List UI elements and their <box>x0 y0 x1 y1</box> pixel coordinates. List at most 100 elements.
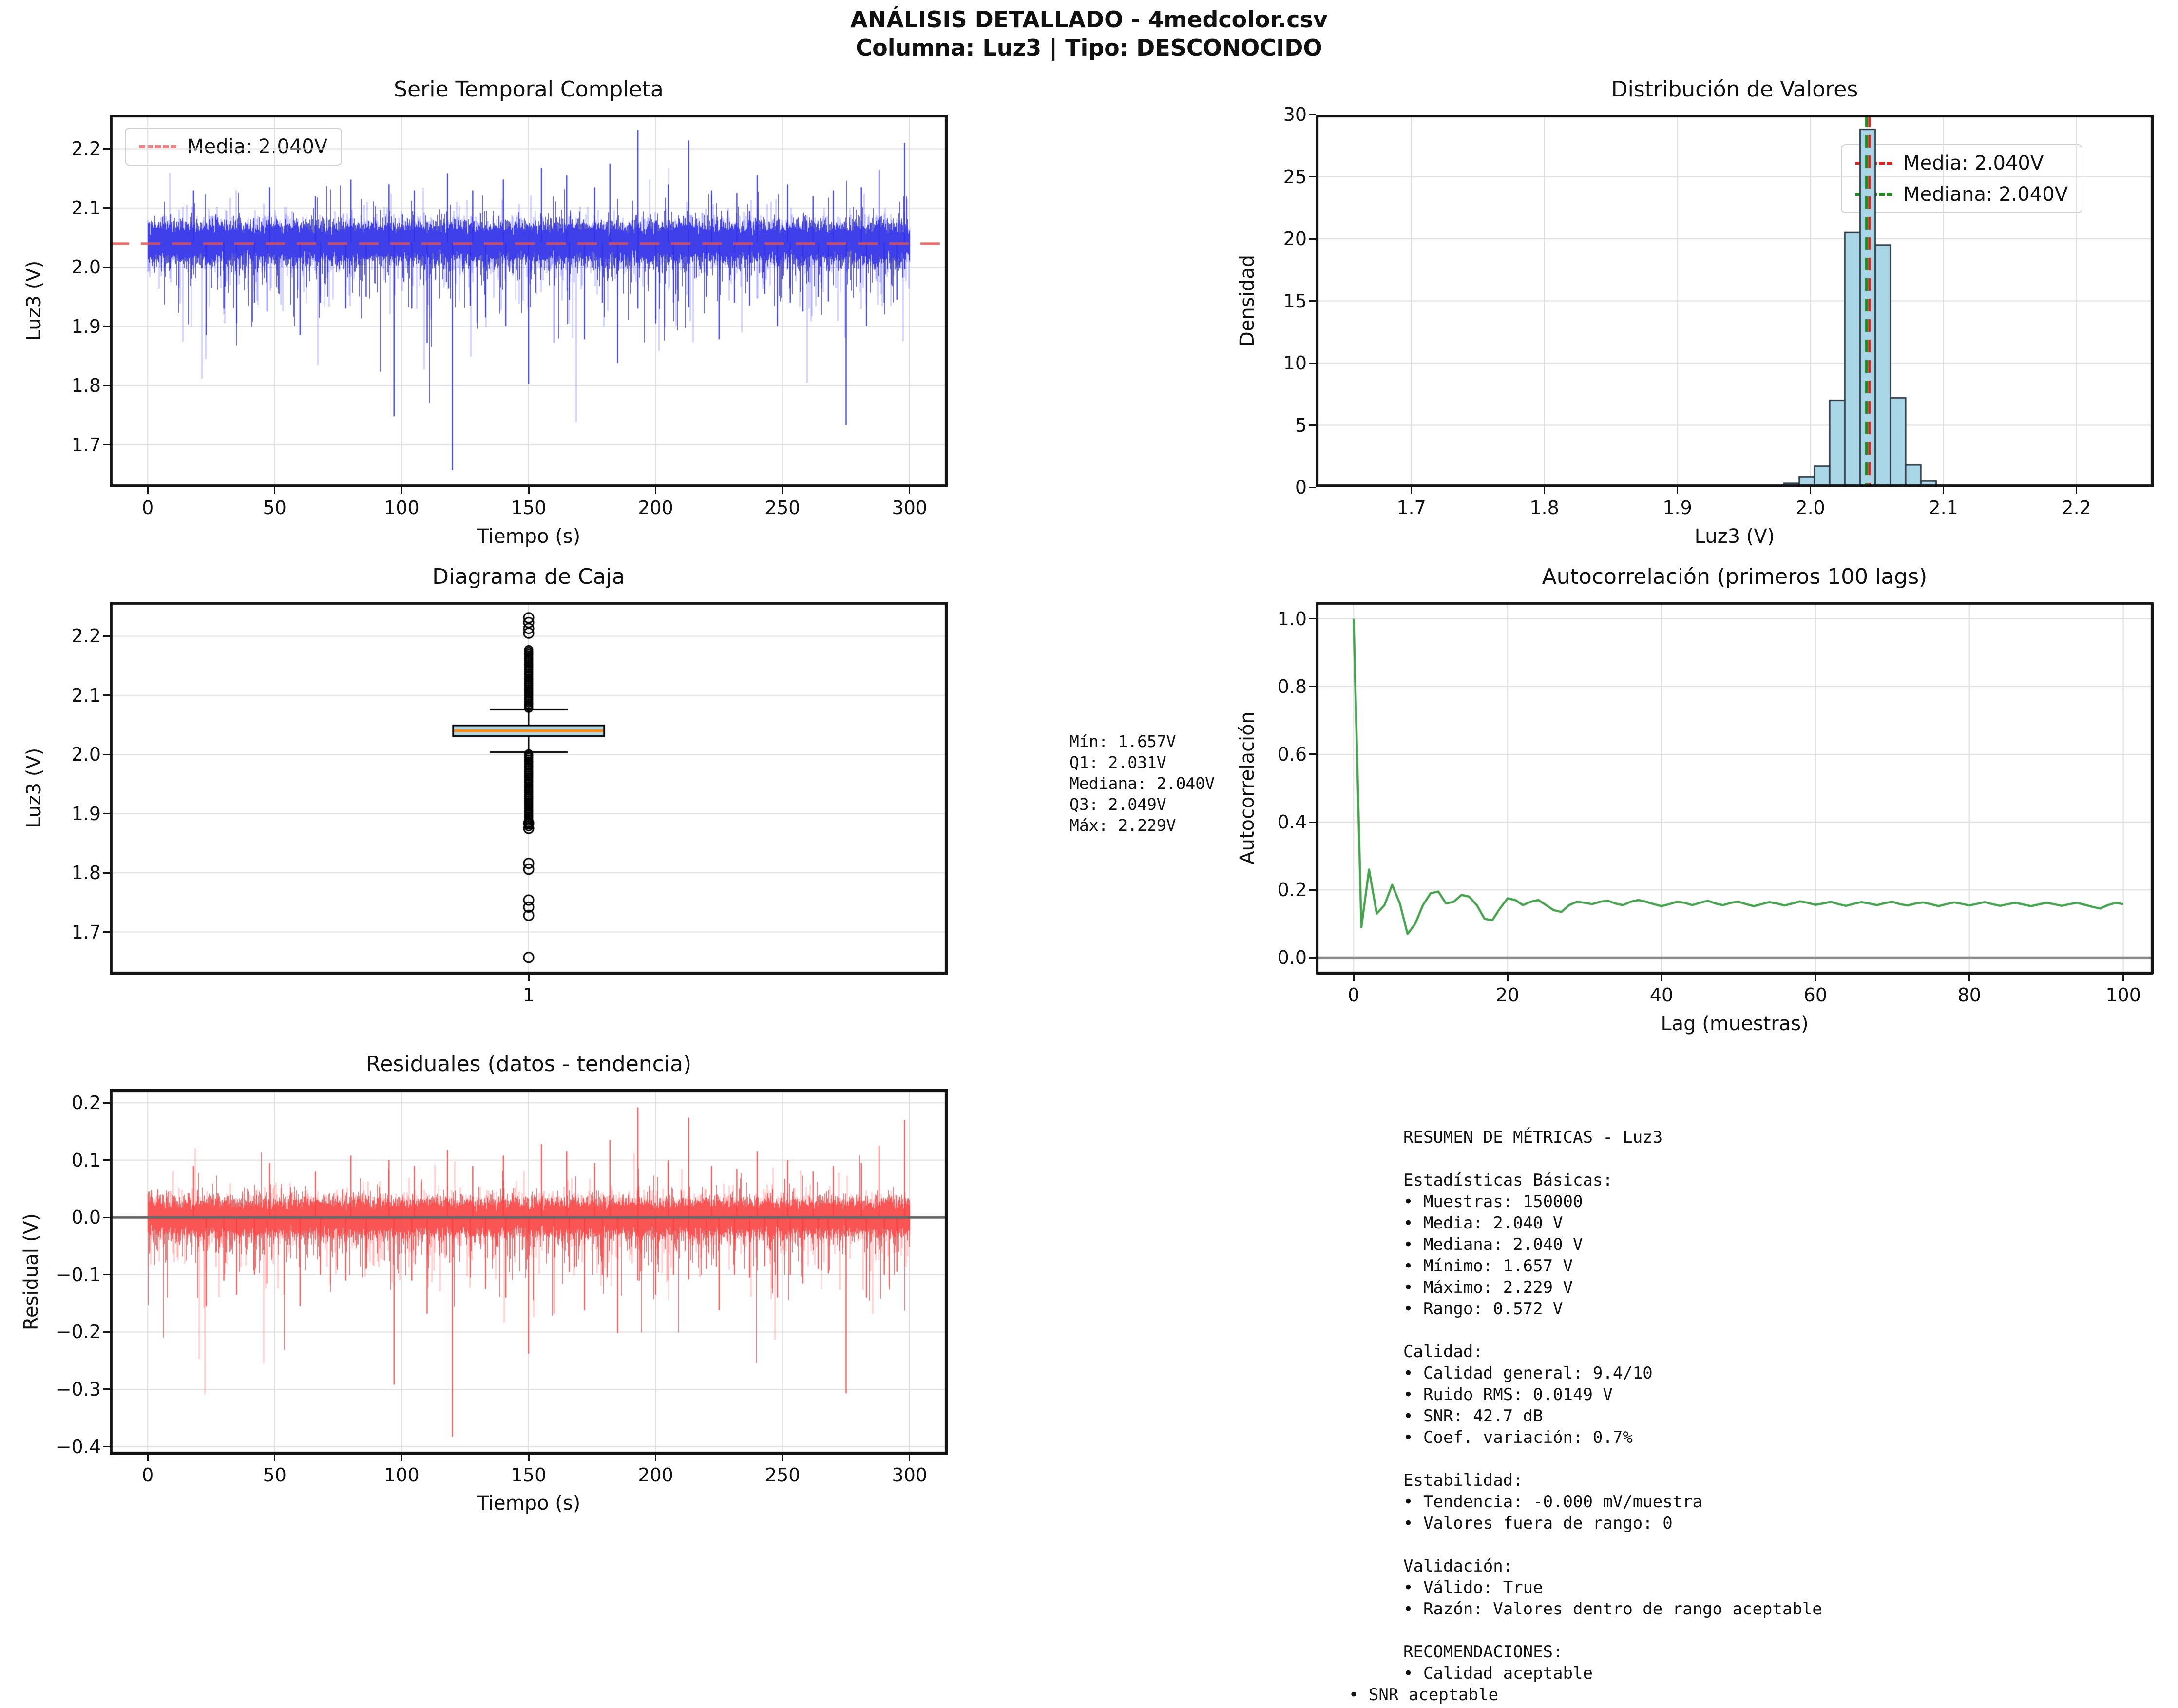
x-tick-label: 150 <box>511 1464 547 1486</box>
y-tick-label: 1.8 <box>71 375 101 397</box>
metrics-line: • Media: 2.040 V <box>1403 1213 1563 1233</box>
x-tick-label: 1 <box>522 984 535 1006</box>
resid-title: Residuales (datos - tendencia) <box>365 1052 692 1076</box>
boxplot-stats-line: Máx: 2.229V <box>1070 816 1176 835</box>
x-tick-mark <box>274 487 276 494</box>
resid-canvas <box>110 1089 948 1455</box>
y-tick-mark <box>1309 889 1316 891</box>
x-tick-label: 0 <box>142 497 154 518</box>
metrics-line: • Razón: Valores dentro de rango aceptab… <box>1403 1599 1822 1619</box>
metrics-line: • Mínimo: 1.657 V <box>1403 1256 1573 1276</box>
boxplot-stats-line: Mediana: 2.040V <box>1070 774 1215 793</box>
y-tick-label: 0.4 <box>1277 811 1307 833</box>
y-tick-label: 0 <box>1295 477 1307 498</box>
y-tick-label: 1.9 <box>71 315 101 337</box>
y-tick-mark <box>103 1274 110 1276</box>
y-tick-label: 0.0 <box>1277 947 1307 969</box>
x-tick-mark <box>1810 487 1812 494</box>
metrics-line: Estabilidad: <box>1403 1471 1523 1490</box>
y-tick-mark <box>103 1388 110 1390</box>
x-tick-label: 100 <box>2105 984 2141 1006</box>
x-tick-label: 100 <box>384 497 420 518</box>
y-tick-mark <box>1309 618 1316 620</box>
metrics-line: Estadísticas Básicas: <box>1403 1171 1613 1190</box>
serie-xlabel: Tiempo (s) <box>477 525 581 548</box>
y-tick-label: 1.7 <box>71 921 101 943</box>
metrics-summary-text: RESUMEN DE MÉTRICAS - Luz3 Estadísticas … <box>1349 1127 1822 1706</box>
y-tick-mark <box>1309 821 1316 823</box>
x-tick-mark <box>528 975 530 981</box>
y-tick-mark <box>103 384 110 386</box>
y-tick-label: 20 <box>1283 228 1307 249</box>
metrics-line <box>1403 1320 1822 1341</box>
x-tick-mark <box>1677 487 1679 494</box>
y-tick-mark <box>1309 238 1316 240</box>
x-tick-mark <box>1815 975 1816 981</box>
figure-suptitle-line2: Columna: Luz3 | Tipo: DESCONOCIDO <box>856 35 1322 61</box>
y-tick-mark <box>1309 424 1316 426</box>
x-tick-label: 300 <box>892 1464 928 1486</box>
y-tick-mark <box>103 753 110 755</box>
y-tick-mark <box>1309 300 1316 302</box>
x-tick-label: 300 <box>892 497 928 518</box>
x-tick-mark <box>1544 487 1546 494</box>
y-tick-mark <box>103 1446 110 1448</box>
metrics-line: • Coef. variación: 0.7% <box>1403 1428 1633 1447</box>
x-tick-mark <box>782 1455 783 1461</box>
y-tick-label: 1.0 <box>1277 608 1307 630</box>
x-tick-label: 200 <box>638 497 673 518</box>
serie-title: Serie Temporal Completa <box>394 77 664 102</box>
y-tick-label: −0.4 <box>56 1436 101 1458</box>
hist-title: Distribución de Valores <box>1611 77 1858 102</box>
x-tick-label: 0 <box>1348 984 1360 1006</box>
box-title: Diagrama de Caja <box>432 564 625 589</box>
y-tick-mark <box>103 1102 110 1104</box>
y-tick-mark <box>103 872 110 874</box>
y-tick-mark <box>1309 362 1316 364</box>
y-tick-mark <box>103 326 110 327</box>
y-tick-mark <box>1309 486 1316 488</box>
y-tick-label: 2.1 <box>71 684 101 706</box>
x-tick-mark <box>782 487 783 494</box>
metrics-line: RESUMEN DE MÉTRICAS - Luz3 <box>1403 1128 1663 1147</box>
y-tick-label: 0.1 <box>71 1149 101 1171</box>
y-tick-label: 2.0 <box>71 744 101 766</box>
y-tick-mark <box>1309 686 1316 688</box>
metrics-line: • Calidad general: 9.4/10 <box>1403 1363 1653 1383</box>
x-tick-mark <box>2122 975 2124 981</box>
metrics-line: • Válido: True <box>1403 1578 1543 1597</box>
metrics-line: • SNR aceptable <box>1349 1685 1499 1705</box>
y-tick-label: 0.0 <box>71 1207 101 1228</box>
y-tick-label: −0.3 <box>56 1378 101 1400</box>
y-tick-mark <box>103 1216 110 1218</box>
acf-xlabel: Lag (muestras) <box>1661 1013 1809 1035</box>
x-tick-mark <box>147 1455 149 1461</box>
x-tick-mark <box>909 1455 911 1461</box>
x-tick-mark <box>1968 975 1970 981</box>
y-tick-mark <box>103 931 110 933</box>
x-tick-label: 80 <box>1957 984 1981 1006</box>
x-tick-label: 1.8 <box>1529 497 1559 518</box>
y-tick-mark <box>1309 753 1316 755</box>
x-tick-label: 1.7 <box>1396 497 1426 518</box>
y-tick-label: 2.2 <box>71 138 101 160</box>
x-tick-mark <box>909 487 911 494</box>
metrics-line: • Valores fuera de rango: 0 <box>1403 1514 1673 1533</box>
x-tick-mark <box>1507 975 1509 981</box>
x-tick-label: 60 <box>1803 984 1827 1006</box>
boxplot-stats-text: Mín: 1.657V Q1: 2.031V Mediana: 2.040V Q3: … <box>1070 731 1215 836</box>
x-tick-label: 0 <box>142 1464 154 1486</box>
x-tick-mark <box>1411 487 1413 494</box>
x-tick-label: 2.1 <box>1929 497 1958 518</box>
y-tick-mark <box>103 444 110 446</box>
x-tick-label: 200 <box>638 1464 673 1486</box>
y-tick-label: 0.6 <box>1277 743 1307 765</box>
x-tick-mark <box>655 487 657 494</box>
y-tick-label: 0.2 <box>71 1092 101 1114</box>
boxplot-stats-line: Q3: 2.049V <box>1070 795 1166 814</box>
y-tick-mark <box>1309 114 1316 115</box>
x-tick-mark <box>2076 487 2078 494</box>
hist-canvas <box>1316 115 2154 487</box>
y-tick-label: 15 <box>1283 290 1307 312</box>
x-tick-mark <box>274 1455 276 1461</box>
